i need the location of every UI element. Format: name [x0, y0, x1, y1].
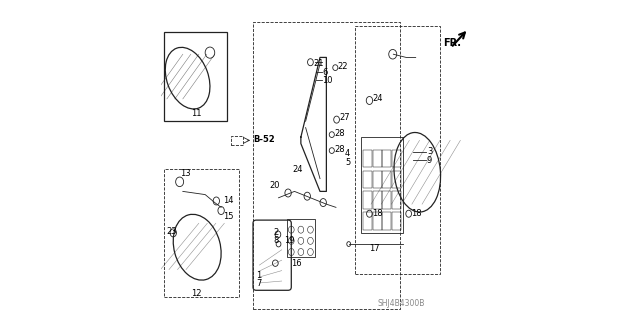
Bar: [382, 150, 391, 167]
Text: 12: 12: [191, 289, 202, 298]
Text: 3: 3: [427, 147, 432, 156]
Text: 11: 11: [191, 109, 202, 118]
Bar: [392, 191, 401, 209]
Text: 4: 4: [345, 149, 350, 158]
Bar: [382, 171, 391, 188]
Text: 9: 9: [427, 156, 432, 165]
Bar: [230, 136, 243, 145]
Text: 2: 2: [274, 228, 279, 237]
Text: 6: 6: [323, 68, 328, 77]
Text: FR.: FR.: [443, 38, 461, 48]
Bar: [363, 171, 372, 188]
Bar: [372, 171, 381, 188]
Text: 24: 24: [372, 94, 383, 103]
Text: 18: 18: [372, 209, 383, 218]
Text: 27: 27: [339, 113, 350, 122]
Text: 19: 19: [284, 236, 295, 245]
Bar: [164, 169, 239, 297]
Text: B-52: B-52: [253, 135, 275, 144]
Bar: [164, 32, 227, 121]
Text: 5: 5: [345, 158, 350, 167]
Text: 7: 7: [256, 279, 262, 288]
Text: 17: 17: [369, 244, 380, 253]
Bar: [382, 191, 391, 209]
Text: 20: 20: [269, 181, 280, 189]
Text: 8: 8: [274, 236, 279, 245]
Text: 24: 24: [293, 165, 303, 174]
Text: 13: 13: [180, 169, 190, 178]
Text: 23: 23: [166, 227, 177, 236]
Bar: [392, 212, 401, 230]
Bar: [392, 171, 401, 188]
Bar: [392, 150, 401, 167]
Text: 16: 16: [291, 259, 302, 268]
Text: 14: 14: [223, 197, 233, 205]
Bar: [355, 26, 440, 274]
Bar: [382, 212, 391, 230]
Text: 1: 1: [256, 271, 262, 280]
Bar: [287, 219, 316, 257]
Text: 18: 18: [412, 209, 422, 218]
Text: 15: 15: [223, 212, 233, 221]
Bar: [372, 191, 381, 209]
Bar: [372, 212, 381, 230]
Text: 10: 10: [323, 76, 333, 85]
Bar: [363, 191, 372, 209]
Text: 28: 28: [334, 145, 345, 154]
Text: 22: 22: [337, 62, 348, 70]
Text: SHJ4B4300B: SHJ4B4300B: [378, 299, 425, 308]
Text: 28: 28: [334, 129, 345, 138]
Bar: [372, 150, 381, 167]
Bar: [362, 137, 403, 233]
Text: 21: 21: [313, 59, 323, 68]
Bar: [363, 212, 372, 230]
Bar: [363, 150, 372, 167]
